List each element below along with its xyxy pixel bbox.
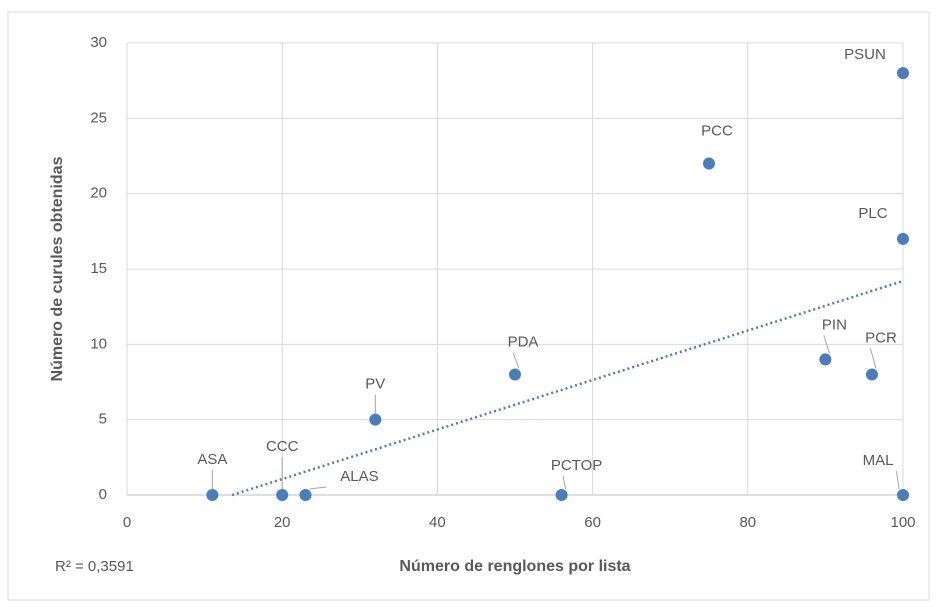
- point-label: PCTOP: [551, 457, 602, 474]
- point: [276, 489, 289, 501]
- x-axis-label: Número de renglones por lista: [399, 558, 630, 575]
- r-squared: R² = 0,3591: [55, 558, 134, 575]
- point: [865, 368, 878, 381]
- x-tick-label: 60: [584, 514, 601, 531]
- point-label: PCR: [865, 329, 897, 346]
- point: [897, 232, 909, 245]
- point-label: PV: [365, 376, 385, 393]
- y-tick-label: 10: [90, 335, 107, 352]
- y-tick-label: 0: [99, 486, 107, 503]
- leader-line: [896, 470, 900, 490]
- trendline: [231, 279, 904, 497]
- leader-line: [309, 486, 327, 490]
- leader-line: [823, 335, 830, 354]
- x-tick-label: 0: [123, 514, 131, 531]
- leader-line: [869, 348, 877, 369]
- point-label: PLC: [858, 205, 887, 222]
- x-tick-label: 20: [274, 514, 291, 531]
- point: [369, 413, 382, 426]
- x-tick-label: 80: [739, 514, 756, 531]
- y-tick-label: 20: [90, 185, 107, 202]
- point-label: PSUN: [844, 46, 886, 63]
- point: [897, 489, 909, 501]
- leader-line: [562, 475, 567, 490]
- y-tick-label: 15: [90, 260, 107, 277]
- x-tick-label: 100: [890, 514, 915, 531]
- point-label: CCC: [266, 438, 299, 455]
- point: [897, 67, 909, 80]
- y-axis-label: Número de curules obtenidas: [49, 156, 66, 381]
- point: [299, 489, 312, 501]
- point-label: ASA: [197, 451, 227, 468]
- point: [206, 489, 219, 501]
- leader-line: [512, 352, 520, 369]
- y-tick-label: 25: [90, 109, 107, 126]
- x-tick-label: 40: [429, 514, 446, 531]
- chart-frame: [7, 11, 930, 601]
- point-label: PCC: [701, 123, 733, 140]
- point-label: MAL: [863, 452, 894, 469]
- point-label: PIN: [822, 316, 847, 333]
- y-tick-label: 5: [99, 411, 107, 428]
- point: [509, 368, 521, 381]
- y-tick-label: 30: [90, 34, 107, 51]
- point-label: ALAS: [340, 468, 378, 485]
- point: [555, 489, 568, 501]
- point: [819, 353, 832, 366]
- point: [703, 157, 715, 170]
- point-label: PDA: [508, 333, 539, 350]
